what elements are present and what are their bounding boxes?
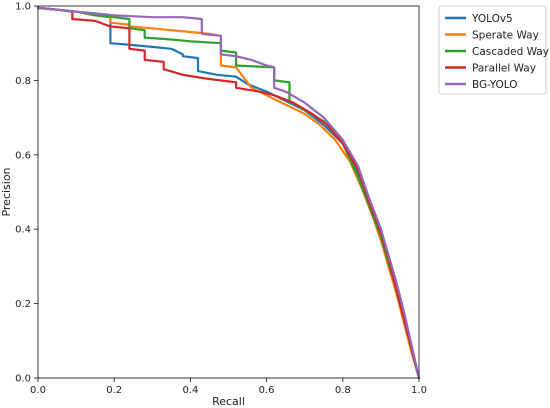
x-tick-label: 0.4 — [182, 385, 198, 396]
x-axis-label: Recall — [212, 395, 245, 408]
x-tick-label: 0.8 — [335, 385, 351, 396]
x-tick-label: 1.0 — [411, 385, 427, 396]
plot-frame — [37, 5, 420, 379]
y-tick-label: 0.8 — [15, 76, 31, 87]
y-tick-label: 0.0 — [15, 374, 31, 385]
x-tick-label: 0.2 — [106, 385, 122, 396]
y-tick-label: 0.4 — [15, 225, 31, 236]
y-tick-label: 0.6 — [15, 150, 31, 161]
series-layer — [36, 6, 421, 380]
y-tick-label: 0.2 — [15, 299, 31, 310]
x-tick-label: 0.0 — [30, 385, 46, 396]
legend-box — [438, 5, 547, 95]
legend-label-3: Parallel Way — [472, 62, 536, 74]
series-line-4 — [36, 6, 421, 380]
y-axis-label: Precision — [0, 167, 13, 216]
x-axis: 0.0 0.2 0.4 0.6 0.8 1.0 — [30, 378, 427, 396]
legend-label-4: BG-YOLO — [472, 79, 518, 91]
legend: YOLOv5 Sperate Way Cascaded Way Parallel Wa… — [438, 5, 549, 95]
legend-label-0: YOLOv5 — [471, 13, 513, 25]
legend-label-2: Cascaded Way — [472, 46, 549, 58]
y-tick-label: 1.0 — [15, 2, 31, 13]
legend-label-1: Sperate Way — [472, 29, 539, 41]
x-tick-label: 0.6 — [259, 385, 275, 396]
y-axis: 0.0 0.2 0.4 0.6 0.8 1.0 — [15, 2, 38, 385]
